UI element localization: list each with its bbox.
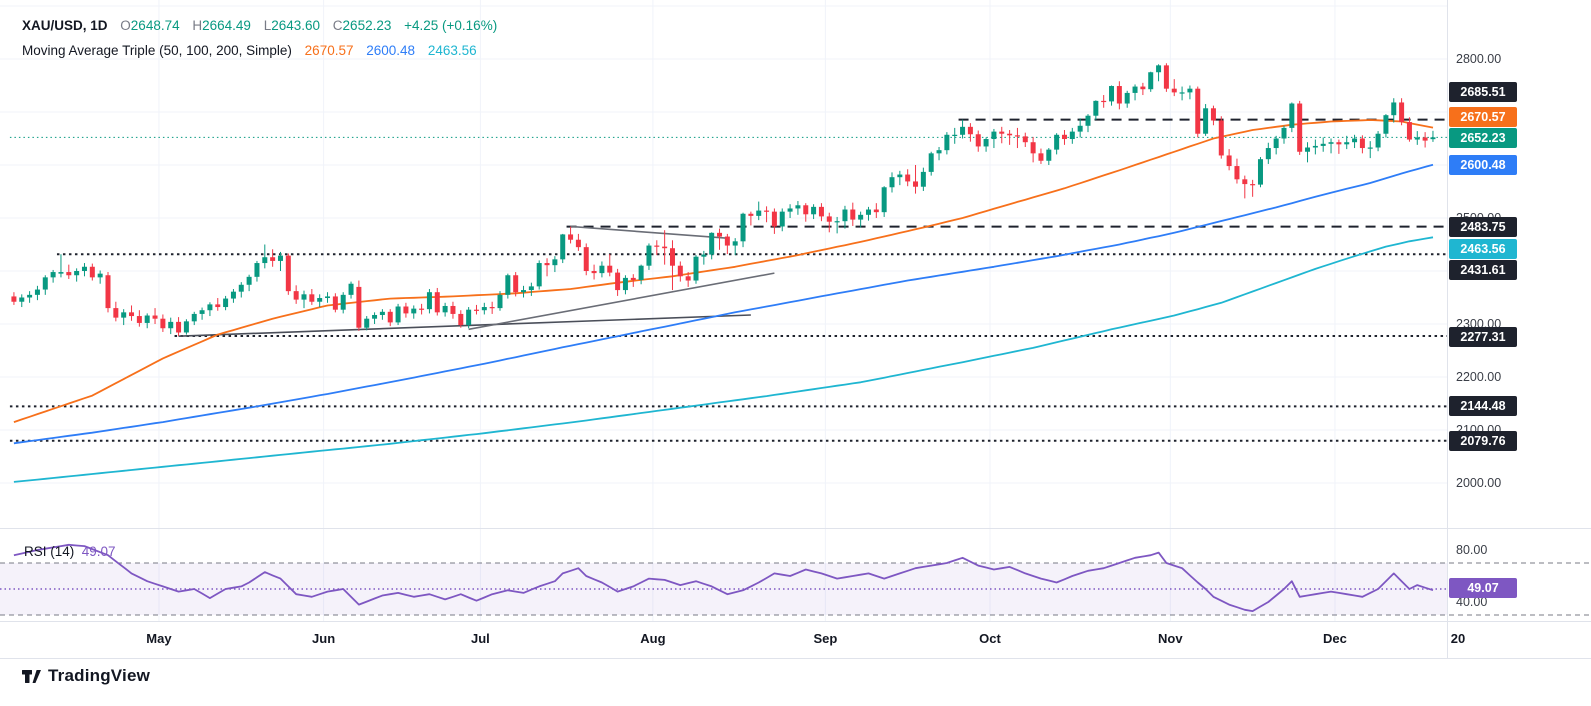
rsi-tick-label: 40.00 [1456, 595, 1488, 609]
price-axis-badge: 2144.48 [1449, 396, 1517, 416]
rsi-legend-row[interactable]: RSI (14) 49.07 [24, 544, 116, 559]
chart-canvas[interactable] [0, 0, 1591, 662]
rsi-tick-label: 80.00 [1456, 543, 1488, 557]
ma50-value: 2670.57 [304, 43, 354, 58]
tradingview-mark-icon [22, 669, 41, 683]
price-axis-badge: 2652.23 [1449, 128, 1517, 148]
time-axis-label: Jun [312, 631, 336, 646]
tradingview-logo[interactable]: TradingView [22, 666, 150, 686]
change-value: +4.25 (+0.16%) [404, 18, 498, 33]
price-axis-badge: 2600.48 [1449, 155, 1517, 175]
rsi-indicator-label: RSI (14) [24, 544, 75, 559]
price-axis-badge: 2079.76 [1449, 431, 1517, 451]
time-axis-label: Oct [979, 631, 1001, 646]
open-label: O [120, 18, 131, 33]
price-tick-label: 2800.00 [1456, 52, 1502, 66]
price-axis-badge: 2277.31 [1449, 327, 1517, 347]
time-axis-label: Jul [470, 631, 490, 646]
open-value: 2648.74 [130, 18, 180, 33]
price-tick-label: 2200.00 [1456, 370, 1502, 384]
low-value: 2643.60 [271, 18, 321, 33]
price-axis-badge: 2483.75 [1449, 217, 1517, 237]
price-axis-badge: 2685.51 [1449, 82, 1517, 102]
time-axis-label: Nov [1158, 631, 1183, 646]
chart-legend[interactable]: XAU/USD, 1D O2648.74 H2664.49 L2643.60 C… [22, 13, 497, 63]
ma200-value: 2463.56 [427, 43, 477, 58]
time-axis-label: 20 [1450, 631, 1466, 646]
legend-indicator-row[interactable]: Moving Average Triple (50, 100, 200, Sim… [22, 38, 497, 63]
rsi-current-value: 49.07 [81, 544, 116, 559]
high-value: 2664.49 [202, 18, 251, 33]
symbol-interval-label: XAU/USD, 1D [22, 18, 108, 33]
close-label: C [332, 18, 343, 33]
price-axis-badge: 2670.57 [1449, 107, 1517, 127]
legend-symbol-row[interactable]: XAU/USD, 1D O2648.74 H2664.49 L2643.60 C… [22, 13, 497, 38]
time-axis-label: Aug [640, 631, 666, 646]
price-axis-badge: 49.07 [1449, 578, 1517, 598]
ma-indicator-label: Moving Average Triple (50, 100, 200, Sim… [22, 43, 292, 58]
ma100-value: 2600.48 [366, 43, 416, 58]
price-tick-label: 2000.00 [1456, 476, 1502, 490]
tradingview-logo-text: TradingView [48, 666, 151, 685]
time-axis-label: Dec [1323, 631, 1347, 646]
high-label: H [192, 18, 203, 33]
close-value: 2652.23 [342, 18, 392, 33]
time-axis-label: Sep [813, 631, 838, 646]
time-axis-label: May [146, 631, 172, 646]
price-axis-badge: 2463.56 [1449, 239, 1517, 259]
low-label: L [263, 18, 272, 33]
price-axis-badge: 2431.61 [1449, 260, 1517, 280]
